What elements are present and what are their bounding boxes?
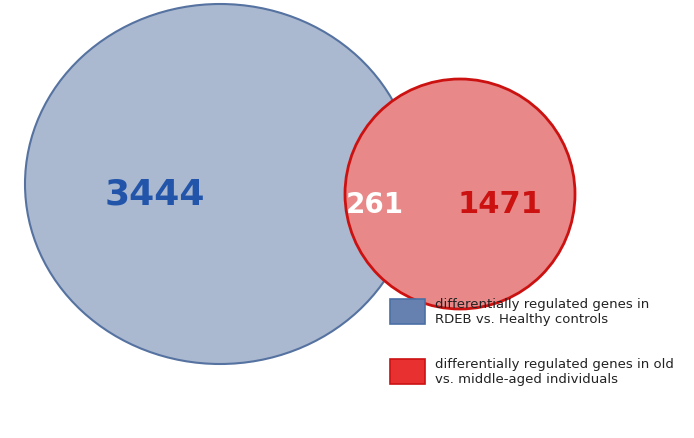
Text: 261: 261 xyxy=(346,191,404,219)
Text: differentially regulated genes in
RDEB vs. Healthy controls: differentially regulated genes in RDEB v… xyxy=(435,297,650,325)
Text: 1471: 1471 xyxy=(457,190,543,219)
Text: 3444: 3444 xyxy=(105,177,205,212)
Text: differentially regulated genes in old
vs. middle-aged individuals: differentially regulated genes in old vs… xyxy=(435,357,674,385)
FancyBboxPatch shape xyxy=(390,299,425,324)
FancyBboxPatch shape xyxy=(390,359,425,384)
Ellipse shape xyxy=(25,5,415,364)
Ellipse shape xyxy=(345,80,575,309)
